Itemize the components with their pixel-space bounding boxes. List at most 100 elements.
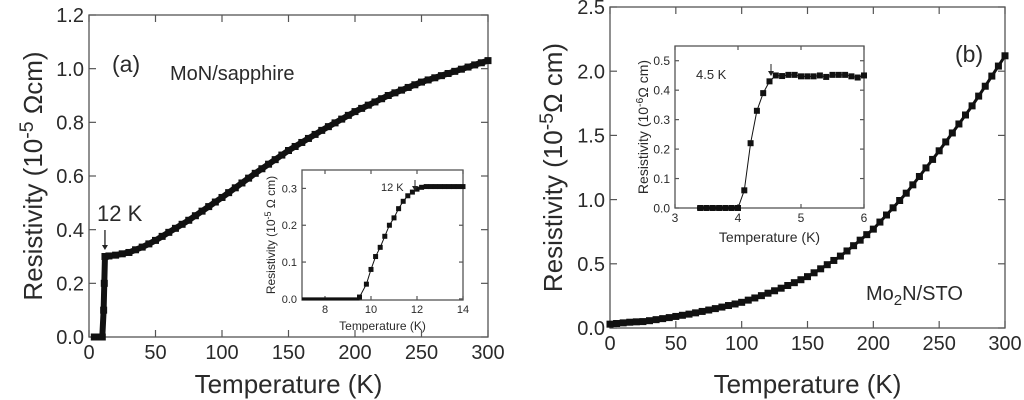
y-tick-label: 0.0 xyxy=(577,318,605,340)
inset-a: 8 10 12 14 0.0 0.1 0.2 0.3 Temperature (K) Resist… xyxy=(263,169,469,333)
data-point xyxy=(790,279,798,287)
data-point xyxy=(457,65,465,73)
y-axis-title: Resistivity (10-6Ω cm) xyxy=(634,60,651,194)
data-point xyxy=(889,204,897,212)
data-point xyxy=(854,74,861,81)
annotation-label: 12 K xyxy=(97,201,143,226)
data-point xyxy=(138,243,146,251)
y-tick-label: 0.2 xyxy=(56,274,84,296)
data-point xyxy=(738,298,746,306)
data-point xyxy=(363,281,369,287)
y-axis-title: Resistivity (10-5 Ωcm) xyxy=(16,51,48,300)
data-point xyxy=(672,312,680,320)
x-tick-label: 8 xyxy=(322,304,328,316)
data-point xyxy=(764,289,772,297)
data-point xyxy=(772,72,779,79)
data-point xyxy=(685,310,693,318)
data-point xyxy=(125,248,133,256)
data-point xyxy=(791,71,798,78)
y-tick-label: 1.0 xyxy=(56,59,84,81)
y-axis-title: Resistivity (10-5Ω cm) xyxy=(536,43,568,292)
y-axis-title-text: Resistivity (10 xyxy=(264,219,278,294)
data-point xyxy=(198,207,206,215)
y-axis-title-text: Resistivity (10 xyxy=(538,130,568,292)
y-tick-label: 0.5 xyxy=(653,54,670,68)
data-point xyxy=(118,250,126,258)
y-tick-label: 0.3 xyxy=(653,113,670,127)
data-point xyxy=(722,205,729,211)
data-point xyxy=(1001,52,1009,60)
y-tick-label: 0.2 xyxy=(282,220,297,232)
data-point xyxy=(703,205,710,211)
data-point xyxy=(404,83,412,91)
data-point xyxy=(185,216,193,224)
x-tick-label: 100 xyxy=(205,342,238,364)
data-point xyxy=(396,206,402,212)
x-tick-label: 12 xyxy=(411,304,423,316)
x-tick-label: 150 xyxy=(272,342,305,364)
data-point xyxy=(988,72,996,80)
data-point xyxy=(955,120,963,128)
data-point xyxy=(861,72,867,79)
data-point xyxy=(432,184,438,190)
data-point xyxy=(471,61,479,69)
data-point xyxy=(981,82,989,90)
x-tick-label: 100 xyxy=(725,333,758,355)
x-tick-label: 250 xyxy=(922,333,955,355)
x-tick-label: 50 xyxy=(665,333,687,355)
data-point xyxy=(368,266,374,272)
data-point xyxy=(777,284,785,292)
y-tick-label: 2.0 xyxy=(577,61,605,83)
data-point xyxy=(278,151,286,159)
y-axis-title: Resistivity (10-5 Ω cm) xyxy=(263,176,278,294)
data-point xyxy=(98,333,106,341)
data-point xyxy=(741,187,748,194)
data-point xyxy=(850,242,858,250)
y-axis-title-text: Resistivity (10 xyxy=(18,139,48,301)
data-point xyxy=(863,231,871,239)
data-point xyxy=(451,184,457,190)
data-point xyxy=(285,147,292,155)
data-point xyxy=(804,273,811,281)
data-point xyxy=(424,76,432,84)
data-point xyxy=(766,78,773,85)
data-point xyxy=(830,256,838,264)
data-point xyxy=(876,218,884,226)
data-point xyxy=(152,236,159,244)
data-point xyxy=(400,198,406,204)
data-point xyxy=(626,318,634,326)
data-point xyxy=(419,184,425,190)
y-tick-label: 0.4 xyxy=(653,84,670,98)
data-point xyxy=(632,318,640,326)
data-point xyxy=(411,81,419,89)
x-tick-label: 3 xyxy=(672,211,679,225)
data-point xyxy=(798,73,804,80)
data-point xyxy=(848,73,855,80)
sample-label-rest: N/STO xyxy=(902,283,963,305)
data-point xyxy=(178,220,186,228)
data-point xyxy=(883,211,890,219)
data-point xyxy=(158,232,166,240)
sample-label-text: Mo xyxy=(866,283,894,305)
data-point xyxy=(318,126,326,134)
y-tick-label: 0.0 xyxy=(56,327,84,349)
y-axis-title-unit: Ω cm) xyxy=(264,176,278,212)
data-point xyxy=(835,71,842,78)
x-tick-label: 300 xyxy=(988,333,1021,355)
y-axis-title-superscript: -5 xyxy=(263,211,273,219)
data-point xyxy=(779,73,786,80)
sample-label: MoN/sapphire xyxy=(170,63,295,85)
data-point xyxy=(298,138,306,146)
data-point xyxy=(665,314,673,322)
data-point xyxy=(100,306,108,314)
data-point xyxy=(735,205,741,211)
y-tick-label: 0.6 xyxy=(56,166,84,188)
data-point xyxy=(231,184,239,192)
x-axis-title: Temperature (K) xyxy=(714,369,902,399)
panel-label: (a) xyxy=(112,51,140,77)
data-point xyxy=(386,222,392,228)
data-point xyxy=(460,184,466,190)
data-point xyxy=(418,78,425,86)
data-point xyxy=(725,302,732,310)
